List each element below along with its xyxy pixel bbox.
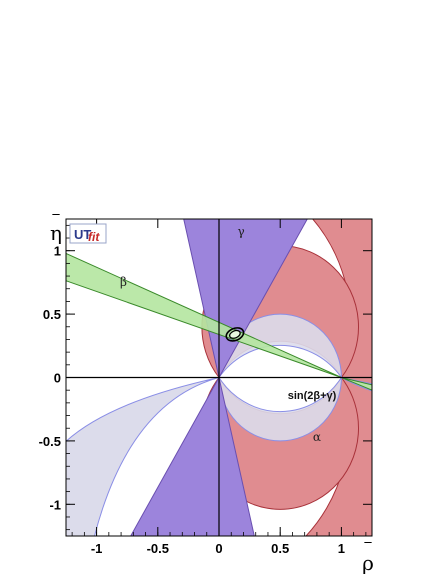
x-tick-label: -0.5 xyxy=(147,541,169,556)
region-label-2: α xyxy=(313,430,321,444)
x-axis-title-bar: ‾ xyxy=(364,541,373,557)
x-tick-label: 0 xyxy=(215,541,222,556)
y-axis-title-bar: ‾ xyxy=(52,213,61,229)
y-tick-label: 1 xyxy=(54,244,61,259)
gamma-cone-upper xyxy=(183,219,308,379)
axes: -1 -0.5 0 0.5 1 -1 -0.5 0 0.5 1 xyxy=(39,219,372,556)
sin2bg-region-lower xyxy=(218,375,342,442)
y-tick-label: 0 xyxy=(54,371,61,386)
y-tick-label: -0.5 xyxy=(39,434,61,449)
region-label-3: sin(2β+γ) xyxy=(288,390,337,402)
x-tick-label: -1 xyxy=(91,541,103,556)
logo-ut-text: UT xyxy=(74,227,91,242)
sin2bg-region-left xyxy=(66,377,220,536)
y-axis-title: η xyxy=(50,221,62,245)
x-tick-label: 0.5 xyxy=(271,541,289,556)
region-label-0: γ xyxy=(237,224,244,238)
utfit-logo: UT fit xyxy=(69,223,107,244)
gamma-cone-lower xyxy=(130,376,255,536)
logo-box xyxy=(69,223,107,244)
y-tick-label: -1 xyxy=(49,497,61,512)
plot-area: γ β α sin(2β+γ) xyxy=(66,219,372,536)
y-tick-label: 0.5 xyxy=(43,307,61,322)
logo-fit-text: fit xyxy=(88,230,100,244)
best-fit-contour-68 xyxy=(229,329,241,339)
best-fit-contour-95 xyxy=(225,327,245,342)
x-axis-title: ρ xyxy=(362,551,374,575)
region-label-1: β xyxy=(120,275,127,289)
x-tick-label: 1 xyxy=(338,541,345,556)
constraint-regions: γ β α sin(2β+γ) xyxy=(66,219,372,536)
